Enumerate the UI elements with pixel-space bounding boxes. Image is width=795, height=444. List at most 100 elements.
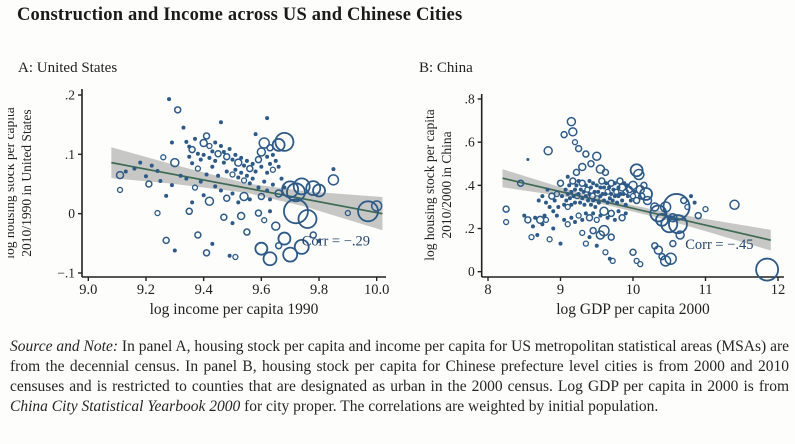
- scatter-point: [607, 209, 615, 218]
- scatter-point: [202, 249, 211, 257]
- scatter-point: [210, 149, 215, 154]
- scatter-point: [267, 197, 272, 202]
- note-text-segment: In panel A, housing stock per capita and…: [10, 338, 790, 395]
- y-axis-title-line2: 2010/1990 in United States: [19, 109, 34, 256]
- scatter-point: [582, 202, 587, 207]
- scatter-point: [240, 177, 248, 184]
- scatter-point: [194, 231, 202, 239]
- scatter-point: [181, 125, 186, 130]
- scatter-point: [569, 189, 574, 194]
- scatter-point: [230, 221, 235, 226]
- scatter-point: [669, 239, 677, 248]
- scatter-point: [243, 228, 251, 236]
- scatter-point: [213, 158, 218, 163]
- scatter-point: [528, 234, 535, 241]
- scatter-point: [729, 199, 740, 211]
- scatter-point: [187, 154, 192, 159]
- scatter-point: [615, 200, 620, 205]
- scatter-point: [277, 231, 292, 246]
- scatter-point: [271, 137, 286, 152]
- y-tick-label: 0: [68, 206, 75, 221]
- scatter-point: [185, 207, 193, 216]
- scatter-point: [543, 146, 553, 156]
- scatter-point: [210, 164, 215, 169]
- scatter-point: [195, 151, 200, 156]
- x-tick-label: 9.2: [137, 282, 155, 298]
- scatter-point: [594, 183, 599, 188]
- scatter-point: [633, 168, 645, 181]
- scatter-point: [620, 198, 625, 203]
- scatter-point: [259, 164, 264, 169]
- scatter-point: [574, 144, 583, 153]
- scatter-point: [274, 131, 295, 152]
- scatter-point: [331, 167, 336, 172]
- scatter-point: [132, 166, 137, 171]
- scatter-point: [578, 200, 583, 205]
- corr-annotation: Corr = −.45: [685, 237, 753, 253]
- y-axis-title-line1: log housing stock per capita: [422, 109, 437, 260]
- x-tick-label: 11: [699, 282, 713, 298]
- scatter-point: [116, 186, 124, 194]
- scatter-point: [213, 184, 218, 189]
- scatter-point: [618, 213, 626, 222]
- y-tick-label: .6: [465, 135, 475, 150]
- scatter-point: [247, 197, 252, 202]
- scatter-point: [574, 183, 579, 188]
- scatter-point: [702, 205, 709, 213]
- scatter-point: [569, 202, 574, 207]
- scatter-point: [551, 209, 556, 214]
- scatter-point: [556, 179, 565, 187]
- scatter-point: [190, 200, 195, 205]
- scatter-point: [623, 211, 628, 216]
- scatter-point: [617, 183, 627, 192]
- panel-b-label: B: China: [419, 60, 473, 76]
- scatter-point: [254, 155, 263, 164]
- scatter-point: [610, 198, 615, 203]
- scatter-point: [162, 236, 170, 245]
- scatter-point: [370, 200, 383, 212]
- scatter-point: [602, 185, 606, 190]
- scatter-point: [261, 217, 268, 224]
- scatter-point: [201, 193, 206, 198]
- scatter-point: [540, 222, 545, 227]
- scatter-point: [622, 181, 627, 186]
- scatter-point: [629, 163, 644, 178]
- scatter-point: [629, 192, 637, 200]
- scatter-point: [684, 203, 691, 211]
- scatter-point: [253, 169, 258, 174]
- scatter-point: [562, 217, 567, 222]
- scatter-point: [115, 170, 125, 180]
- scatter-point: [580, 196, 585, 201]
- scatter-point: [588, 202, 593, 207]
- scatter-point: [154, 209, 161, 217]
- scatter-point: [565, 174, 570, 179]
- scatter-point: [592, 151, 602, 161]
- scatter-point: [526, 157, 530, 161]
- scatter-point: [258, 137, 270, 149]
- scatter-point: [214, 149, 222, 158]
- scatter-point: [267, 161, 272, 166]
- scatter-point: [559, 194, 564, 199]
- y-axis-title-line2: 2010/2000 in China: [439, 131, 454, 238]
- scatter-point: [155, 168, 160, 173]
- scatter-point: [198, 179, 203, 184]
- scatter-point: [593, 195, 600, 202]
- scatter-point: [596, 189, 601, 194]
- note-italic-segment: China City Statistical Yearbook 2000: [10, 398, 241, 415]
- scatter-point: [616, 209, 621, 214]
- scatter-point: [169, 140, 174, 145]
- scatter-point: [586, 198, 591, 203]
- scatter-point: [247, 181, 252, 186]
- scatter-point: [262, 251, 278, 267]
- scatter-point: [659, 201, 672, 213]
- scatter-point: [206, 142, 213, 150]
- scatter-point: [602, 249, 609, 256]
- scatter-point: [276, 164, 281, 169]
- scatter-point: [594, 243, 599, 248]
- scatter-point: [573, 200, 577, 205]
- note-italic-segment: Source and Note:: [10, 338, 118, 355]
- scatter-point: [250, 161, 255, 166]
- scatter-point: [579, 229, 586, 236]
- scatter-point: [628, 180, 638, 191]
- scatter-point: [571, 139, 579, 146]
